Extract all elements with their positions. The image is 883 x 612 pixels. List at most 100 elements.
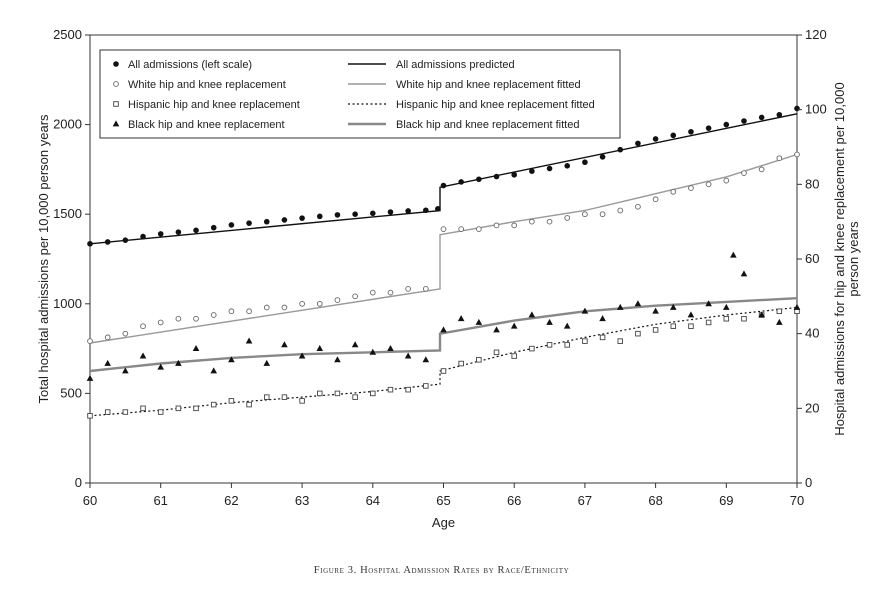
data-point bbox=[298, 352, 306, 359]
data-point bbox=[281, 304, 288, 311]
data-point bbox=[175, 229, 182, 235]
data-point bbox=[758, 114, 765, 121]
data-point bbox=[193, 405, 199, 412]
left-y-tick-label: 1500 bbox=[53, 206, 82, 221]
data-point bbox=[793, 303, 801, 310]
data-point bbox=[564, 342, 570, 348]
data-point bbox=[635, 203, 641, 210]
data-point bbox=[529, 345, 535, 352]
data-point bbox=[352, 394, 358, 400]
left-y-tick-label: 1000 bbox=[53, 296, 82, 311]
data-point bbox=[616, 303, 624, 310]
data-point bbox=[104, 239, 111, 245]
data-point bbox=[404, 352, 412, 359]
legend-marker bbox=[113, 61, 119, 67]
data-point bbox=[157, 319, 164, 326]
data-point bbox=[546, 165, 553, 172]
data-point bbox=[440, 226, 447, 232]
x-tick-label: 65 bbox=[436, 493, 450, 508]
data-point bbox=[476, 226, 482, 232]
data-point bbox=[617, 207, 624, 214]
data-point bbox=[723, 177, 730, 184]
data-point bbox=[104, 409, 111, 415]
x-tick-label: 66 bbox=[507, 493, 521, 508]
data-point bbox=[617, 338, 624, 344]
data-point bbox=[528, 311, 536, 318]
data-point bbox=[246, 401, 252, 408]
data-point bbox=[617, 146, 624, 153]
data-point bbox=[794, 105, 800, 112]
data-point bbox=[741, 315, 747, 322]
data-point bbox=[281, 341, 288, 348]
data-point bbox=[281, 217, 288, 223]
data-point bbox=[139, 352, 147, 359]
data-point bbox=[122, 330, 129, 337]
data-point bbox=[210, 367, 218, 374]
axes: 60 61 62 63 64 65 66 67 68 69 70050010001500200025… bbox=[36, 27, 861, 530]
data-point bbox=[458, 226, 465, 232]
data-point bbox=[435, 206, 441, 212]
data-point bbox=[705, 319, 712, 326]
data-point bbox=[299, 215, 305, 221]
x-tick-label: 62 bbox=[224, 493, 238, 508]
x-tick-label: 61 bbox=[153, 493, 167, 508]
data-point bbox=[104, 359, 111, 366]
data-point bbox=[670, 132, 677, 139]
figure-caption: Figure 3. Hospital Admission Rates by Ra… bbox=[313, 565, 570, 576]
right-y-axis-title-line1: Hospital admissions for hip and knee rep… bbox=[832, 82, 847, 435]
data-point bbox=[140, 323, 146, 330]
data-point bbox=[316, 345, 324, 351]
data-point bbox=[510, 322, 518, 329]
data-point bbox=[458, 179, 464, 185]
data-point bbox=[352, 211, 358, 217]
legend-label: White hip and knee replacement bbox=[128, 79, 286, 91]
data-point bbox=[316, 213, 323, 220]
data-point bbox=[563, 322, 571, 329]
data-point bbox=[652, 327, 659, 333]
data-point bbox=[599, 315, 606, 322]
data-point bbox=[634, 300, 642, 307]
x-tick-label: 60 bbox=[83, 493, 97, 508]
data-point bbox=[193, 315, 199, 322]
data-point bbox=[758, 311, 765, 318]
data-point bbox=[705, 125, 712, 131]
data-point bbox=[758, 166, 765, 173]
right-y-tick-label: 120 bbox=[805, 27, 827, 42]
data-point bbox=[334, 297, 341, 303]
data-point bbox=[263, 304, 270, 311]
data-point bbox=[705, 181, 712, 188]
data-point bbox=[317, 390, 323, 397]
right-y-tick-label: 20 bbox=[805, 400, 819, 415]
data-point bbox=[635, 140, 641, 147]
left-y-tick-label: 2500 bbox=[53, 27, 82, 42]
data-point bbox=[193, 227, 199, 234]
legend-label: Hispanic hip and knee replacement bbox=[128, 99, 300, 111]
data-point bbox=[730, 251, 737, 258]
left-y-tick-label: 500 bbox=[60, 385, 82, 400]
data-point bbox=[175, 359, 182, 366]
data-point bbox=[688, 323, 694, 329]
data-point bbox=[723, 315, 730, 322]
data-point bbox=[458, 360, 464, 367]
data-point bbox=[157, 409, 164, 415]
data-point bbox=[264, 394, 270, 400]
data-point bbox=[723, 121, 730, 128]
data-point bbox=[423, 207, 429, 214]
data-point bbox=[635, 330, 641, 337]
right-y-axis-title-line2: person years bbox=[846, 221, 861, 297]
data-point bbox=[157, 231, 164, 237]
data-point bbox=[104, 334, 111, 341]
data-point bbox=[581, 307, 589, 314]
data-point bbox=[387, 386, 394, 393]
data-point bbox=[440, 368, 447, 374]
data-point bbox=[246, 308, 252, 315]
data-point bbox=[564, 163, 571, 169]
data-point bbox=[140, 233, 146, 240]
data-point bbox=[599, 211, 606, 218]
data-point bbox=[687, 311, 695, 318]
data-point bbox=[794, 151, 800, 158]
data-point bbox=[228, 398, 235, 404]
data-point bbox=[440, 326, 447, 333]
data-point bbox=[546, 342, 553, 348]
